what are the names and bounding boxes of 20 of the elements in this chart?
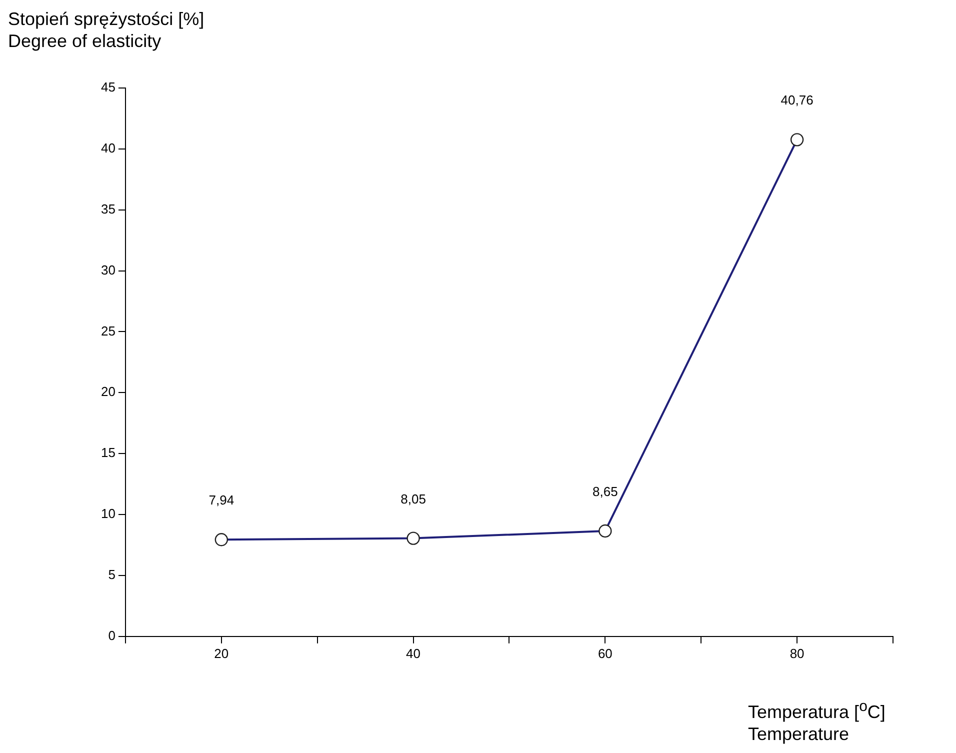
x-tick-label: 20: [214, 646, 229, 661]
y-tick-label: 15: [100, 445, 116, 460]
y-axis-title: Stopień sprężystości [%] Degree of elasticity: [8, 8, 204, 52]
y-tick-label: 10: [100, 506, 116, 522]
y-tick-label: 5: [108, 567, 116, 582]
x-tick-label: 80: [790, 646, 804, 661]
x-tick-label: 60: [598, 646, 612, 661]
y-tick-label: 45: [100, 80, 116, 95]
data-label: 8,05: [400, 491, 426, 506]
y-tick-label: 40: [100, 140, 116, 156]
y-tick-label: 25: [100, 323, 116, 338]
x-axis-title: Temperatura [$^{o}$C] Temperature: [748, 697, 886, 745]
y-tick-label: 0: [108, 628, 116, 643]
data-label: 7,94: [208, 492, 234, 508]
y-tick-label: 30: [100, 262, 116, 278]
y-tick-label: 35: [100, 201, 116, 216]
y-tick-label: 20: [100, 384, 116, 400]
x-tick-label: 40: [406, 646, 421, 661]
data-label: 40,76: [780, 92, 814, 108]
data-label: 8,65: [592, 484, 618, 500]
